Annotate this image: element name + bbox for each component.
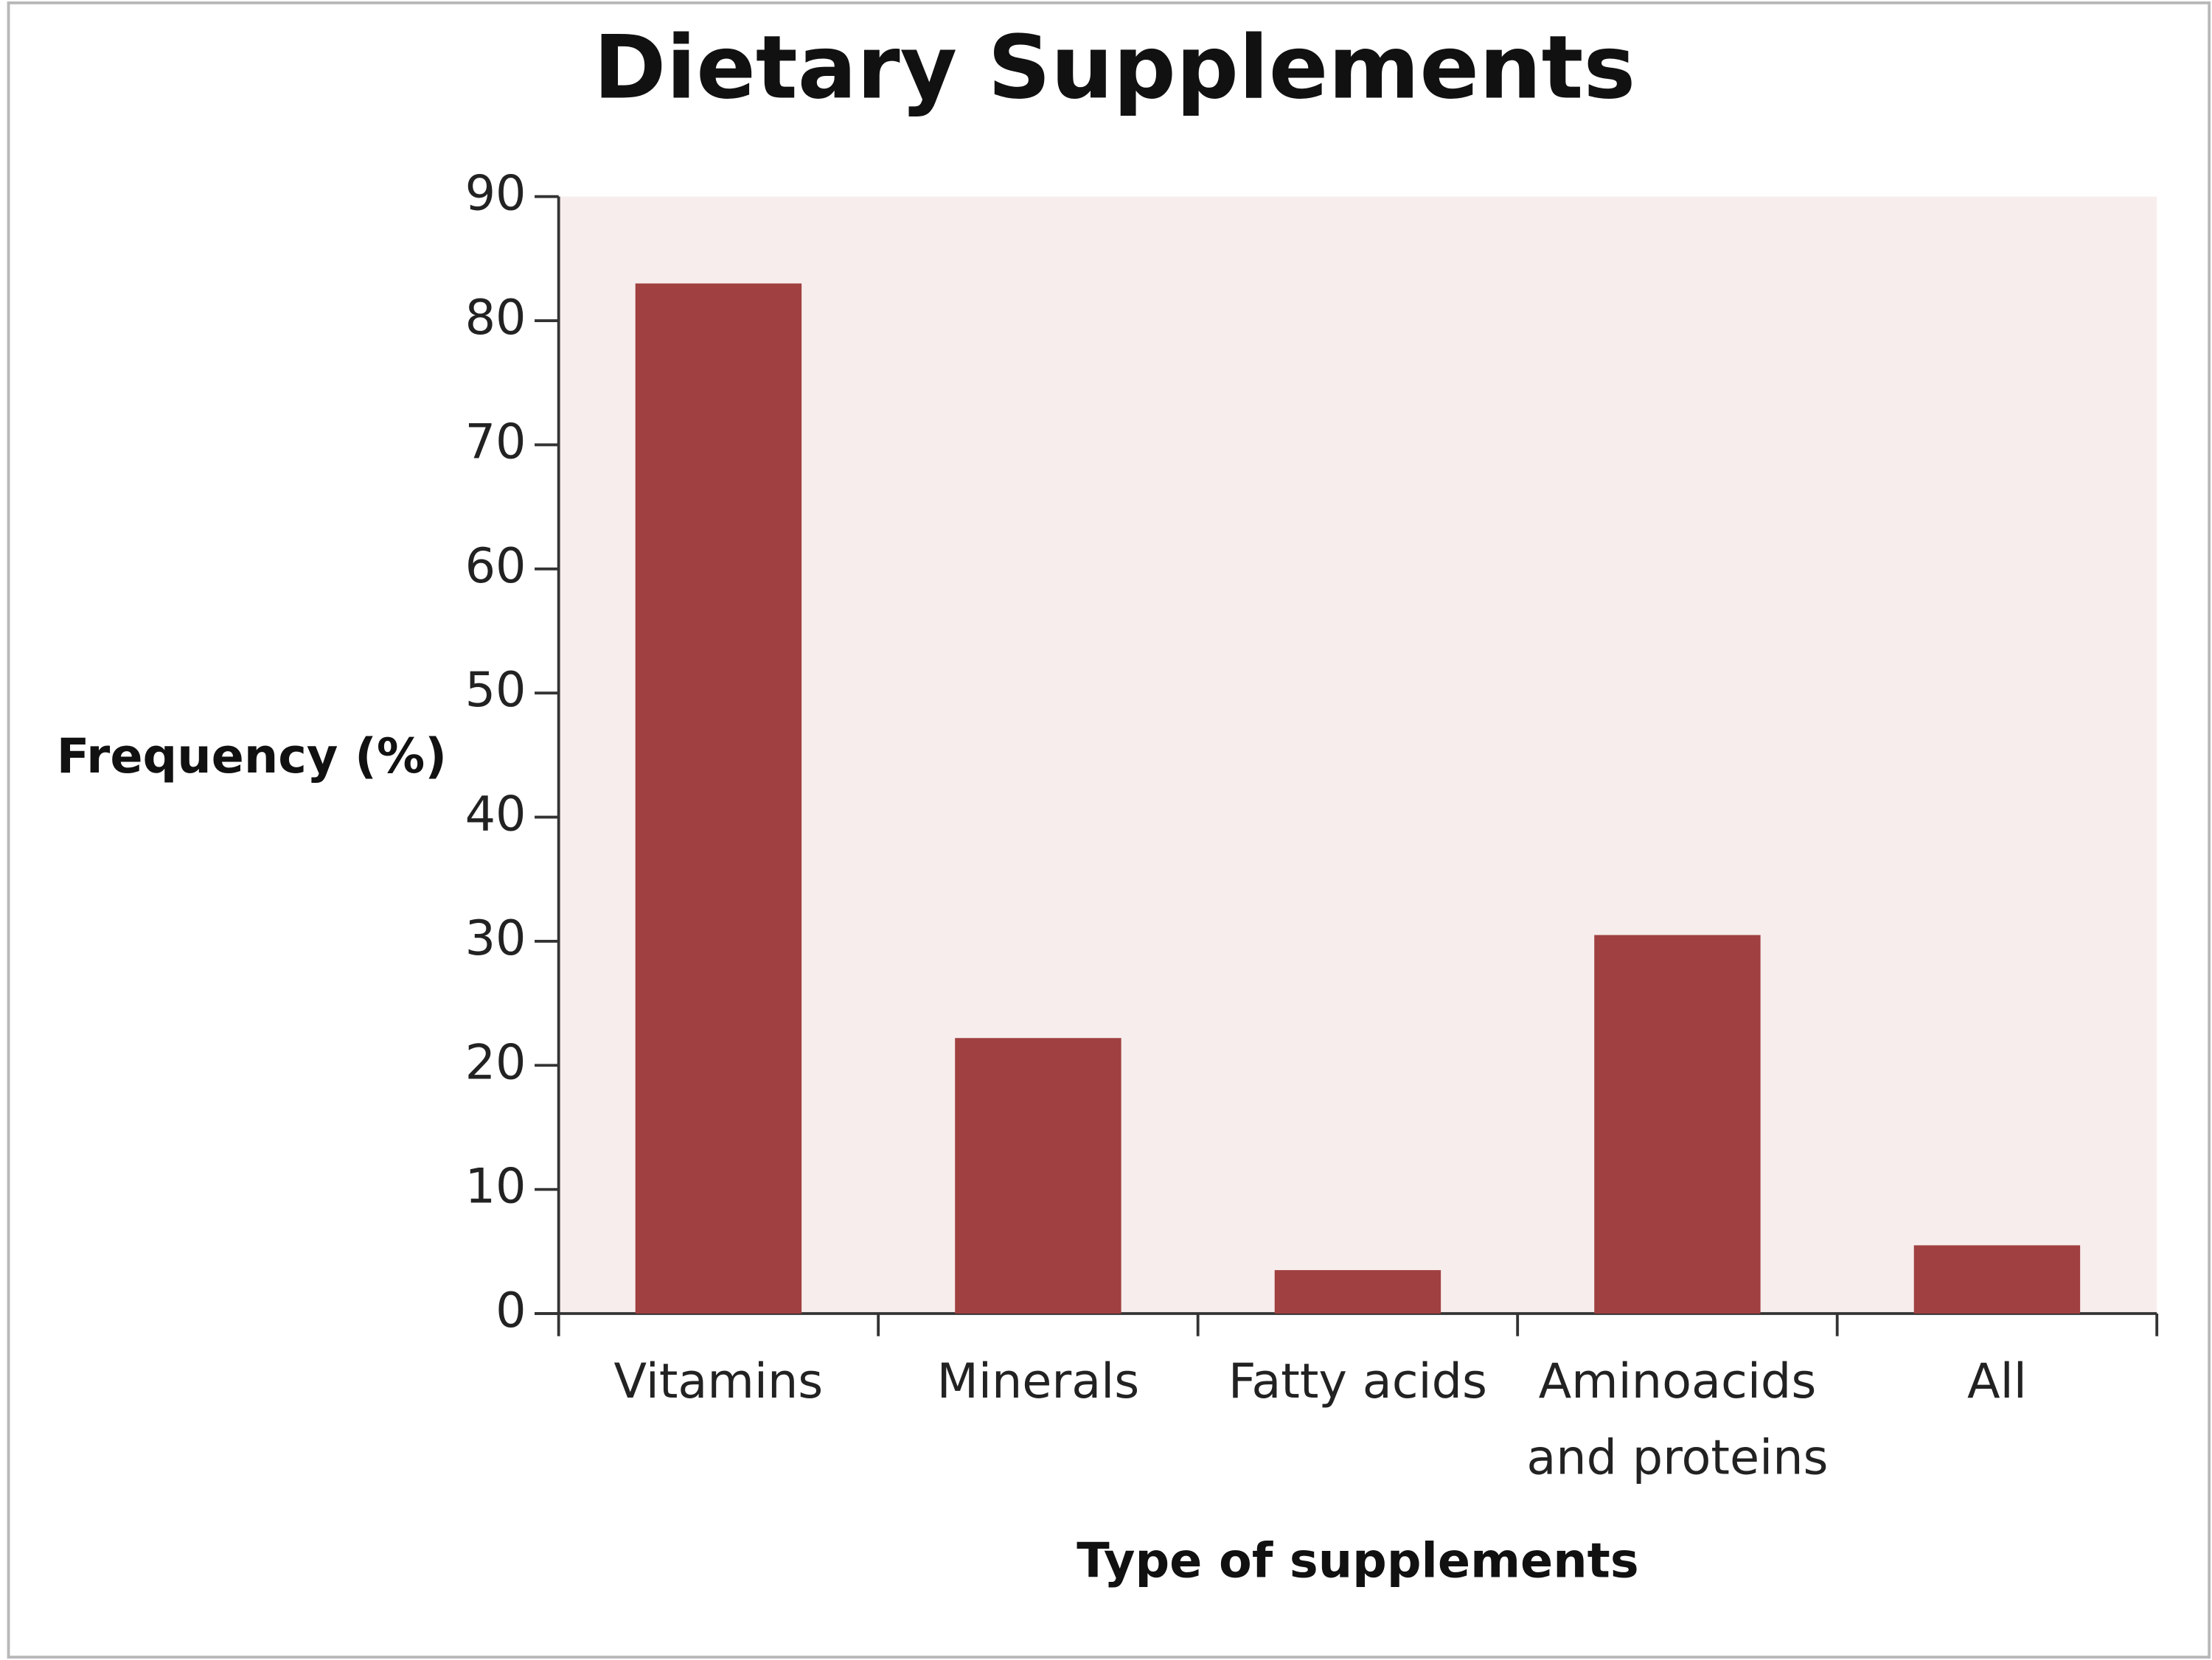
x-tick-label: Vitamins <box>614 1353 824 1409</box>
plot-area <box>558 196 2157 1314</box>
x-axis-title: Type of supplements <box>1077 1533 1638 1589</box>
y-tick-label: 80 <box>465 290 526 346</box>
x-tick-label: Minerals <box>937 1353 1140 1409</box>
bar <box>1594 935 1761 1314</box>
y-axis-title: Frequency (%) <box>57 728 447 784</box>
y-tick-label: 60 <box>465 538 526 594</box>
chart-title: Dietary Supplements <box>594 17 1635 119</box>
bar <box>1274 1270 1441 1314</box>
bar <box>1913 1245 2081 1314</box>
x-tick-label: All <box>1967 1353 2027 1409</box>
y-tick-label: 0 <box>495 1283 526 1339</box>
x-tick-label: Fatty acids <box>1228 1353 1487 1409</box>
y-tick-label: 90 <box>465 166 526 222</box>
y-tick-label: 70 <box>465 414 526 470</box>
y-tick-label: 20 <box>465 1034 526 1090</box>
y-tick-label: 10 <box>465 1159 526 1215</box>
bar <box>635 283 802 1314</box>
bar <box>955 1038 1121 1314</box>
x-tick-label: Aminoacids and proteins <box>1526 1353 1828 1486</box>
y-tick-label: 50 <box>465 662 526 718</box>
y-tick-label: 40 <box>465 787 526 843</box>
y-tick-label: 30 <box>465 910 526 966</box>
